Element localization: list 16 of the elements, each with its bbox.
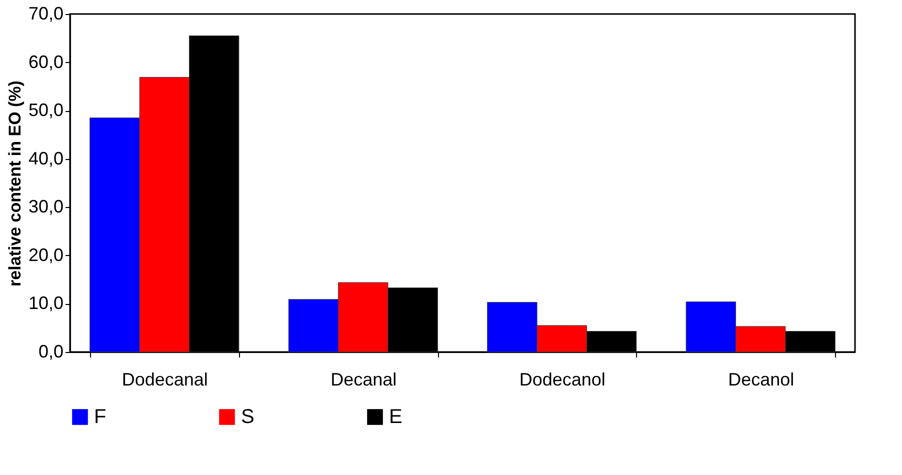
y-tick-label: 10,0 xyxy=(28,293,64,314)
y-axis-title: relative content in EO (%) xyxy=(5,80,24,286)
y-tick-label: 30,0 xyxy=(28,196,64,217)
legend-label: S xyxy=(241,406,254,428)
x-tick-label: Decanal xyxy=(330,370,397,390)
y-tick-label: 60,0 xyxy=(28,52,64,72)
x-tick-label: Dodecanal xyxy=(122,370,208,390)
y-tick-label: 40,0 xyxy=(28,148,64,168)
y-tick-label: 20,0 xyxy=(28,244,64,265)
x-tick-label: Dodecanol xyxy=(519,370,606,390)
legend-label: F xyxy=(94,406,106,428)
legend-label: E xyxy=(389,406,402,428)
y-tick-label: 50,0 xyxy=(28,100,64,120)
y-tick-label: 70,0 xyxy=(28,4,64,24)
y-tick-label: 0,0 xyxy=(38,342,64,362)
x-tick-label: Decanol xyxy=(728,370,794,390)
